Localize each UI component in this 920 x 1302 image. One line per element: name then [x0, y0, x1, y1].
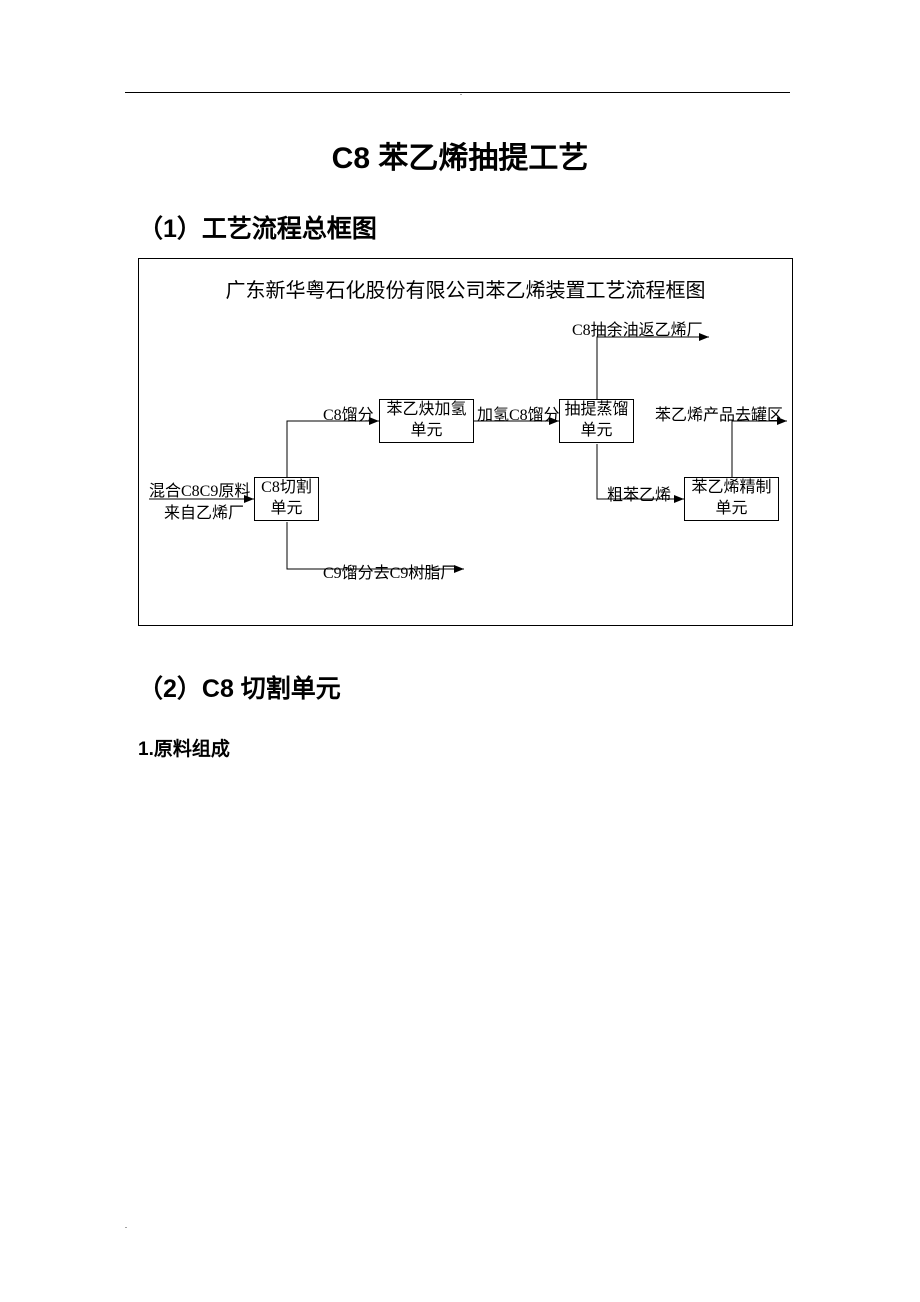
node-label: 单元 [715, 499, 747, 520]
flowchart-title: 广东新华粤石化股份有限公司苯乙烯装置工艺流程框图 [139, 274, 792, 303]
label-product: 苯乙烯产品去罐区 [655, 401, 783, 425]
bottom-dot: . [125, 1221, 127, 1230]
top-rule [125, 92, 790, 93]
node-label: 苯乙烯精制 [691, 478, 771, 499]
section-1-heading: （1）工艺流程总框图 [138, 209, 377, 245]
node-label: 苯乙炔加氢 [386, 400, 466, 421]
subsection-heading: 1.原料组成 [138, 734, 230, 761]
node-hydrogenation: 苯乙炔加氢 单元 [379, 399, 474, 443]
label-c9-out: C9馏分去C9树脂厂 [323, 559, 456, 583]
label-feed-2: 来自乙烯厂 [164, 499, 244, 523]
node-label: 抽提蒸馏 [564, 400, 628, 421]
label-raffinate: C8抽余油返乙烯厂 [572, 316, 703, 340]
label-c8-fraction: C8馏分 [323, 401, 374, 425]
section-2-heading: （2）C8 切割单元 [138, 669, 341, 705]
node-refining: 苯乙烯精制 单元 [684, 477, 779, 521]
top-dot: . [460, 88, 462, 97]
node-label: 单元 [410, 421, 442, 442]
document-title: C8 苯乙烯抽提工艺 [0, 133, 920, 177]
node-label: 单元 [580, 421, 612, 442]
label-crude-styrene: 粗苯乙烯 [607, 481, 671, 505]
flowchart-connectors [139, 259, 794, 627]
label-feed-1: 混合C8C9原料 [149, 477, 250, 501]
node-distillation: 抽提蒸馏 单元 [559, 399, 634, 443]
node-c8-cut: C8切割 单元 [254, 477, 319, 521]
node-label: C8切割 [261, 478, 312, 499]
node-label: 单元 [270, 499, 302, 520]
label-hydrogenated-c8: 加氢C8馏分 [477, 401, 560, 425]
flowchart-frame: 广东新华粤石化股份有限公司苯乙烯装置工艺流程框图 C8切割 单元 苯乙炔加氢 单… [138, 258, 793, 626]
